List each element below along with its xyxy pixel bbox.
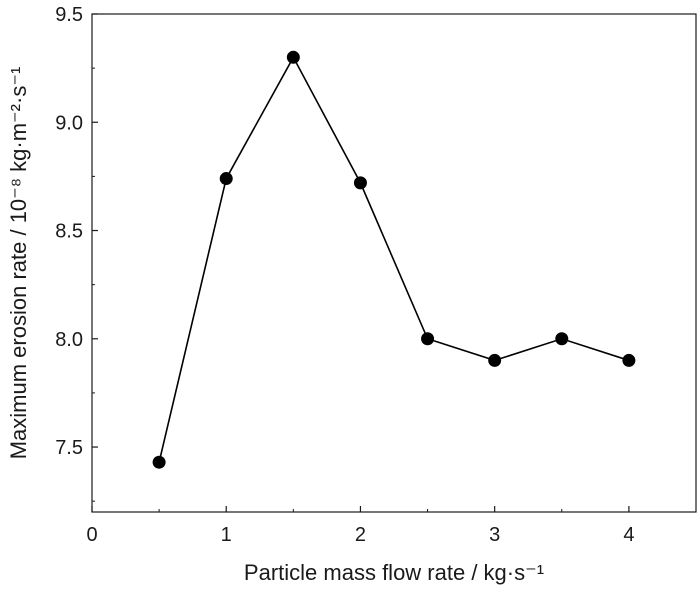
x-axis-label: Particle mass flow rate / kg·s⁻¹ [244, 560, 544, 585]
x-tick-label: 3 [489, 524, 500, 546]
x-tick-label: 1 [221, 524, 232, 546]
x-tick-label: 0 [86, 524, 97, 546]
data-point [152, 455, 166, 469]
series-line [158, 55, 630, 463]
y-tick-label: 8.0 [55, 329, 83, 351]
data-point [353, 176, 367, 190]
data-point [421, 332, 435, 346]
y-tick-label: 9.0 [55, 112, 83, 134]
data-point [555, 332, 569, 346]
data-point [286, 50, 300, 64]
y-tick-label: 8.5 [55, 221, 83, 243]
data-point [488, 353, 502, 367]
data-point [219, 172, 233, 186]
data-point [622, 353, 636, 367]
y-tick-label: 9.5 [55, 4, 83, 26]
x-tick-label: 2 [355, 524, 366, 546]
y-axis-label: Maximum erosion rate / 10⁻⁸ kg·m⁻²·s⁻¹ [6, 67, 31, 460]
x-tick-label: 4 [623, 524, 634, 546]
plot-frame [91, 13, 697, 513]
y-tick-label: 7.5 [55, 437, 83, 459]
